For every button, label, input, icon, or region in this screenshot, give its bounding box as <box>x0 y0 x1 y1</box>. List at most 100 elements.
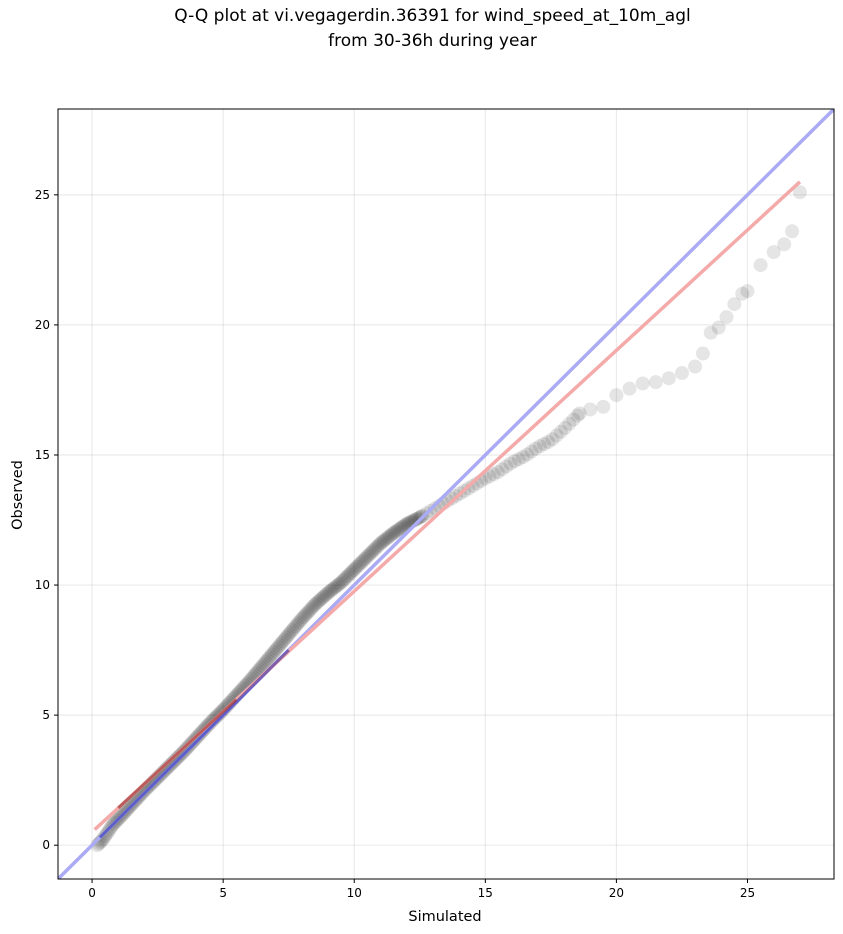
y-tick-label: 25 <box>35 188 50 202</box>
quantile-point <box>285 623 300 638</box>
quantile-point <box>409 511 424 526</box>
quantile-point <box>263 649 278 664</box>
quantile-point <box>444 491 459 506</box>
quantile-point <box>777 237 792 252</box>
quantile-point <box>342 567 356 582</box>
quantile-point <box>719 310 734 325</box>
quantile-point <box>373 536 388 551</box>
quantile-point <box>291 615 306 630</box>
y-tick-label: 10 <box>35 578 50 592</box>
quantile-point <box>511 452 526 467</box>
quantile-point <box>375 535 390 550</box>
quantile-point <box>260 653 275 668</box>
quantile-point <box>282 626 297 641</box>
quantile-point <box>583 402 598 417</box>
quantile-point <box>545 432 560 447</box>
quantile-point <box>279 630 294 645</box>
quantile-point <box>766 245 781 260</box>
quantile-point <box>354 555 369 570</box>
quantile-point <box>183 737 198 752</box>
quantile-point <box>290 617 305 632</box>
quantile-point <box>299 606 314 621</box>
chart-title: Q-Q plot at vi.vegagerdin.36391 for wind… <box>174 6 691 26</box>
quantile-point <box>482 469 497 484</box>
quantile-point <box>785 224 800 239</box>
quantile-point <box>296 610 311 625</box>
quantile-point <box>648 375 663 390</box>
quantile-point <box>305 599 320 614</box>
quantile-point <box>382 528 397 543</box>
quantile-point <box>337 572 352 587</box>
quantile-point <box>312 593 327 608</box>
quantile-point <box>274 636 289 651</box>
x-tick-label: 25 <box>740 886 755 900</box>
quantile-point <box>357 552 372 567</box>
quantile-point <box>368 541 383 556</box>
quantile-point <box>499 459 514 474</box>
quantile-point <box>99 826 114 841</box>
quantile-point <box>503 456 518 471</box>
quantile-point <box>332 576 347 591</box>
quantile-point <box>753 258 768 273</box>
quantile-point <box>258 654 273 669</box>
quantile-point <box>261 651 276 666</box>
quantile-point <box>302 603 317 618</box>
quantile-point <box>537 437 552 452</box>
quantile-point <box>340 569 355 584</box>
y-axis-label: Observed <box>10 460 26 530</box>
chart-subtitle: from 30-36h during year <box>328 31 537 51</box>
quantile-point <box>329 579 344 594</box>
quantile-point <box>349 559 364 574</box>
y-tick-label: 0 <box>42 838 50 852</box>
quantile-point <box>319 586 334 601</box>
x-tick-label: 15 <box>478 886 493 900</box>
quantile-point <box>181 739 196 754</box>
quantile-point <box>330 577 345 592</box>
quantile-point <box>327 580 342 595</box>
quantile-point <box>411 511 426 526</box>
grid-lines <box>58 109 834 879</box>
quantile-point <box>495 462 510 477</box>
quantile-point <box>397 518 412 533</box>
quantile-point <box>297 608 312 623</box>
quantile-point <box>280 628 295 643</box>
quantile-point <box>695 346 710 361</box>
quantile-point <box>389 524 404 539</box>
quantile-point <box>390 523 405 538</box>
quantile-point <box>524 444 539 459</box>
quantile-point <box>727 297 742 312</box>
quantile-point <box>558 420 573 435</box>
quantile-point <box>272 638 287 653</box>
quantile-point <box>348 561 363 576</box>
quantile-point <box>703 325 718 340</box>
y-tick-label: 20 <box>35 318 50 332</box>
quantile-point <box>711 320 726 335</box>
quantile-point <box>345 564 360 579</box>
quantile-point <box>674 366 689 381</box>
quantile-point <box>387 525 402 540</box>
quantile-point <box>283 624 298 639</box>
quantile-point <box>486 467 501 482</box>
quantile-point <box>277 632 292 647</box>
quantile-point <box>176 744 191 759</box>
fit-line-dense-segment <box>117 698 238 810</box>
quantile-point <box>351 558 366 573</box>
quantile-point <box>315 591 330 606</box>
quantile-point <box>520 447 535 462</box>
quantile-point <box>269 641 284 656</box>
y-tick-label: 5 <box>42 708 50 722</box>
quantile-point <box>365 544 380 559</box>
x-tick-label: 5 <box>219 886 227 900</box>
quantile-point <box>335 573 350 588</box>
quantile-point <box>570 408 585 423</box>
x-tick-label: 20 <box>609 886 624 900</box>
quantile-point <box>288 619 303 634</box>
quantile-point <box>507 454 522 469</box>
quantile-point <box>412 510 427 525</box>
quantile-point <box>313 592 328 607</box>
quantile-point <box>286 621 301 636</box>
quantile-point <box>622 381 637 396</box>
quantile-point <box>334 575 349 590</box>
